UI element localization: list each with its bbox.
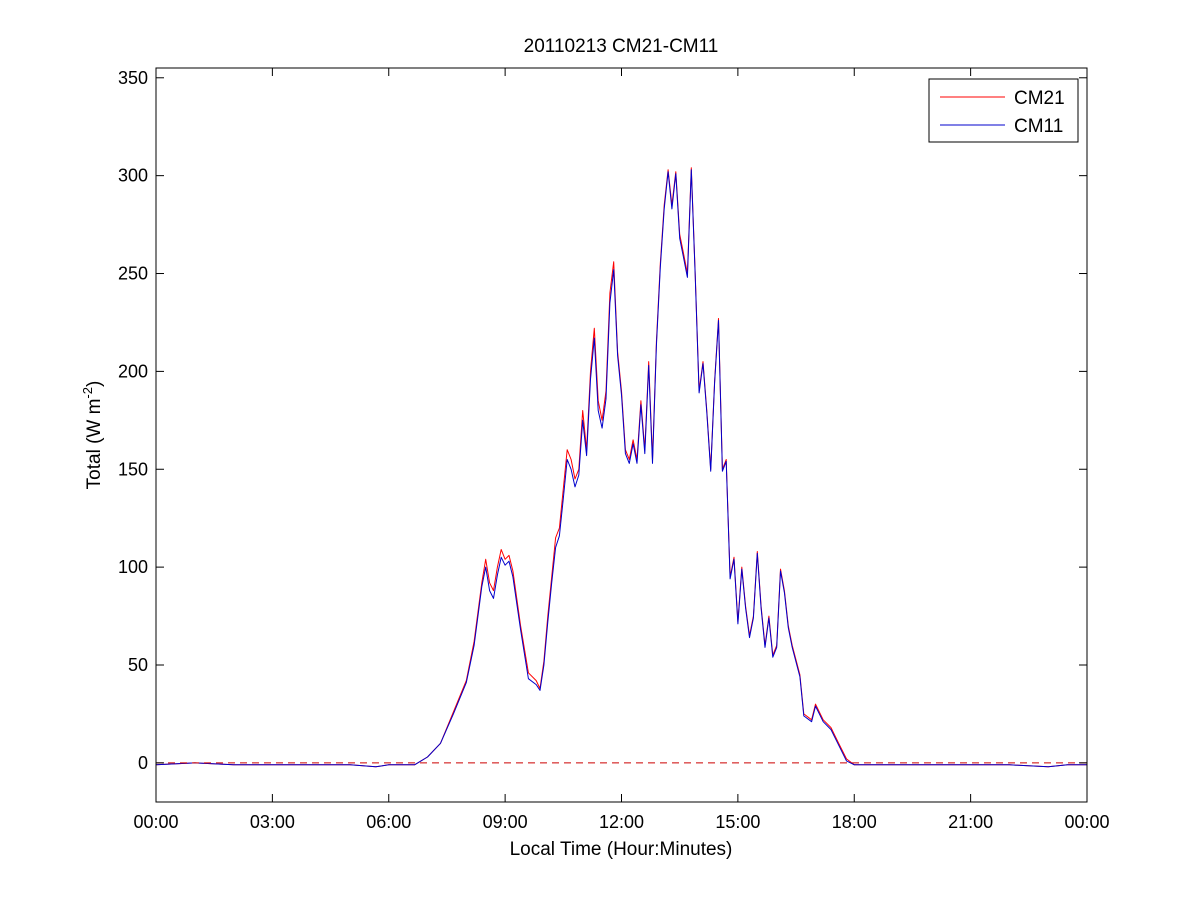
legend-label-cm21: CM21 — [1014, 88, 1065, 109]
series-layer — [155, 167, 1087, 768]
legend-box — [928, 78, 1079, 143]
chart-title: 20110213 CM21-CM11 — [524, 36, 719, 57]
y-tick-label: 350 — [118, 68, 148, 88]
series-line-cm11 — [155, 169, 1087, 768]
x-axis: 00:00 03:00 06:00 09:00 12:00 15:00 18:00 21:00… — [133, 68, 1110, 832]
y-tick-label: 0 — [138, 753, 148, 773]
x-tick-label: 06:00 — [366, 812, 411, 832]
x-tick-label: 09:00 — [483, 812, 528, 832]
x-tick-label: 03:00 — [250, 812, 295, 832]
y-tick-label: 250 — [118, 264, 148, 284]
y-tick-label: 300 — [118, 166, 148, 186]
y-tick-label: 100 — [118, 557, 148, 577]
y-axis-label-close: ) — [84, 381, 105, 387]
x-axis-label: Local Time (Hour:Minutes) — [510, 839, 733, 860]
legend: CM21 CM11 — [928, 78, 1079, 143]
y-tick-label: 200 — [118, 361, 148, 381]
x-tick-label: 21:00 — [948, 812, 993, 832]
y-axis-label: Total (W m-2) — [80, 381, 105, 490]
x-tick-label: 00:00 — [133, 812, 178, 832]
x-tick-label: 00:00 — [1064, 812, 1109, 832]
plot-area — [156, 68, 1087, 802]
x-tick-label: 12:00 — [599, 812, 644, 832]
legend-label-cm11: CM11 — [1014, 116, 1063, 137]
y-axis: 0 50 100 150 200 250 300 350 — [118, 68, 1087, 773]
x-tick-label: 15:00 — [715, 812, 760, 832]
y-axis-label-main: Total (W m — [84, 399, 105, 490]
x-tick-label: 18:00 — [832, 812, 877, 832]
y-tick-label: 50 — [128, 655, 148, 675]
y-axis-label-exponent: -2 — [80, 387, 95, 399]
y-tick-label: 150 — [118, 459, 148, 479]
